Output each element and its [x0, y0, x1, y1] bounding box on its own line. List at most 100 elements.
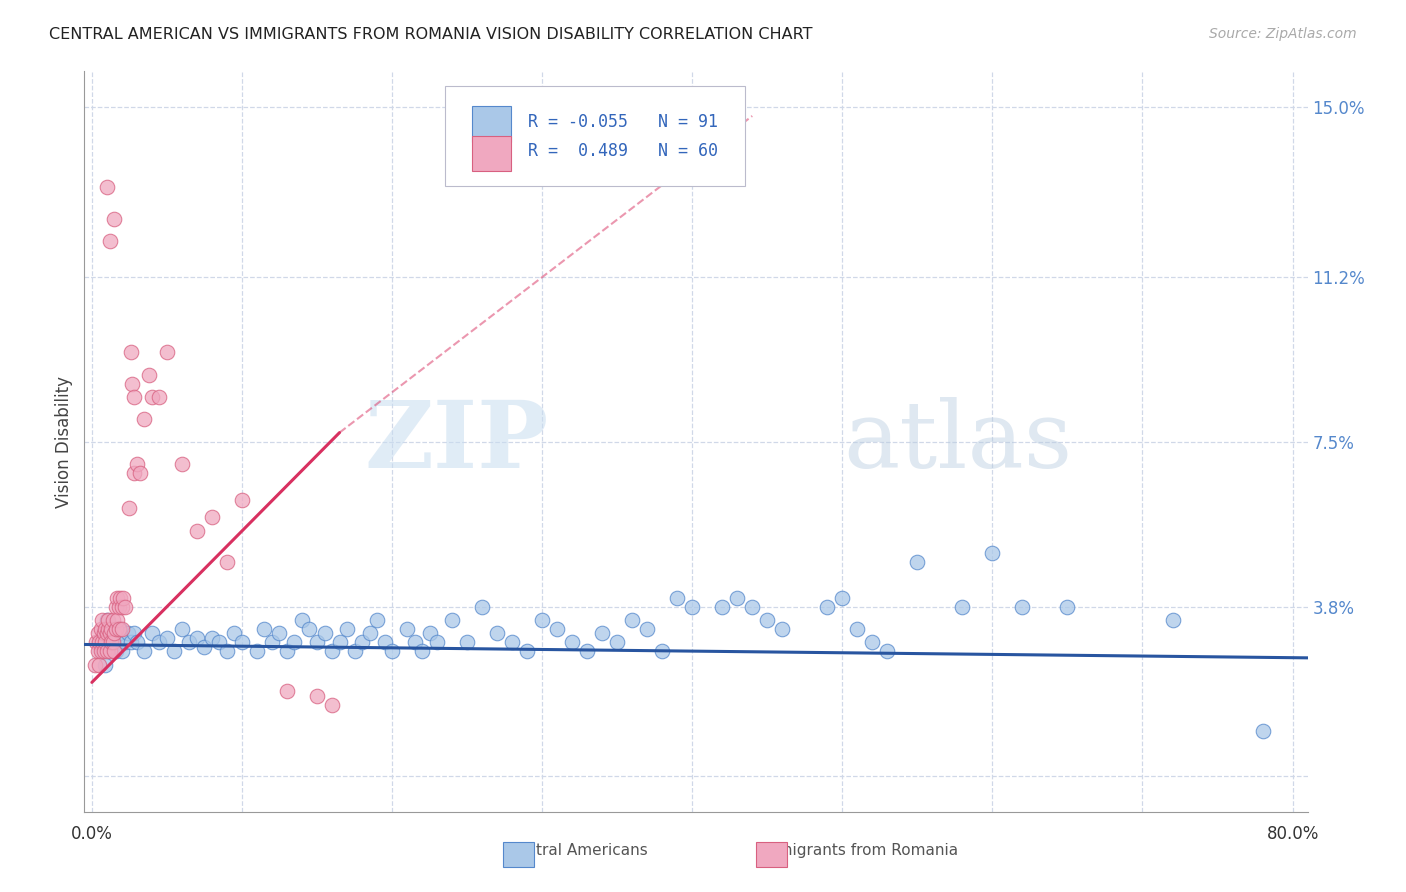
Point	[108, 626, 131, 640]
Point	[108, 599, 131, 614]
Point	[501, 635, 523, 649]
Point	[201, 510, 224, 524]
Point	[170, 457, 193, 471]
Point	[97, 613, 120, 627]
Point	[1251, 724, 1274, 739]
Point	[208, 635, 231, 649]
Point	[725, 591, 748, 605]
Point	[101, 613, 124, 627]
Point	[96, 644, 118, 658]
Point	[201, 631, 224, 645]
Point	[441, 613, 464, 627]
Point	[91, 613, 114, 627]
Point	[104, 599, 127, 614]
Point	[103, 626, 125, 640]
Point	[90, 622, 112, 636]
Point	[179, 635, 201, 649]
Point	[224, 626, 246, 640]
Text: ZIP: ZIP	[366, 397, 550, 486]
Point	[246, 644, 269, 658]
Point	[215, 644, 238, 658]
Point	[876, 644, 898, 658]
Point	[186, 524, 208, 538]
Point	[831, 591, 853, 605]
Point	[456, 635, 478, 649]
Text: 0.0%: 0.0%	[70, 825, 112, 843]
Point	[681, 599, 703, 614]
Point	[950, 599, 973, 614]
Point	[381, 644, 404, 658]
Point	[118, 501, 141, 516]
Bar	[472, 106, 512, 142]
Point	[411, 644, 433, 658]
Point	[114, 599, 136, 614]
Point	[90, 644, 112, 658]
Y-axis label: Vision Disability: Vision Disability	[55, 376, 73, 508]
Point	[122, 466, 145, 480]
Point	[305, 689, 328, 703]
Point	[163, 644, 186, 658]
Text: atlas: atlas	[842, 397, 1071, 486]
Point	[561, 635, 583, 649]
Point	[134, 644, 156, 658]
Point	[1011, 599, 1033, 614]
Point	[321, 644, 343, 658]
Point	[98, 635, 121, 649]
Point	[860, 635, 883, 649]
Point	[100, 644, 122, 658]
Point	[94, 657, 117, 672]
Point	[105, 635, 128, 649]
Point	[104, 644, 127, 658]
Point	[373, 635, 395, 649]
Point	[91, 635, 114, 649]
Point	[471, 599, 494, 614]
Point	[96, 626, 118, 640]
Point	[291, 613, 314, 627]
Point	[328, 635, 350, 649]
Point	[122, 626, 145, 640]
Point	[366, 613, 388, 627]
Point	[276, 644, 298, 658]
Point	[138, 368, 160, 382]
Point	[186, 631, 208, 645]
Point	[215, 555, 238, 569]
Point	[141, 626, 163, 640]
Point	[359, 626, 381, 640]
Point	[486, 626, 509, 640]
Point	[89, 635, 111, 649]
Point	[426, 635, 449, 649]
Point	[531, 613, 554, 627]
Point	[141, 390, 163, 404]
Point	[193, 640, 215, 654]
Point	[419, 626, 441, 640]
Point	[105, 613, 128, 627]
Point	[651, 644, 673, 658]
Point	[121, 376, 143, 391]
Point	[128, 466, 150, 480]
Point	[125, 635, 148, 649]
Point	[269, 626, 291, 640]
Point	[170, 622, 193, 636]
Point	[96, 613, 118, 627]
Point	[770, 622, 793, 636]
Point	[103, 626, 125, 640]
Point	[253, 622, 276, 636]
Point	[101, 635, 124, 649]
Point	[606, 635, 628, 649]
Point	[98, 234, 121, 248]
Point	[981, 546, 1004, 560]
Point	[86, 635, 108, 649]
Point	[396, 622, 419, 636]
Point	[89, 635, 111, 649]
Point	[94, 635, 117, 649]
Point	[93, 626, 115, 640]
Point	[134, 412, 156, 426]
Point	[87, 626, 110, 640]
Point	[98, 644, 121, 658]
Point	[305, 635, 328, 649]
Point	[103, 211, 125, 226]
Point	[666, 591, 689, 605]
Text: Immigrants from Romania: Immigrants from Romania	[730, 843, 957, 858]
Point	[276, 684, 298, 698]
Point	[120, 345, 142, 359]
